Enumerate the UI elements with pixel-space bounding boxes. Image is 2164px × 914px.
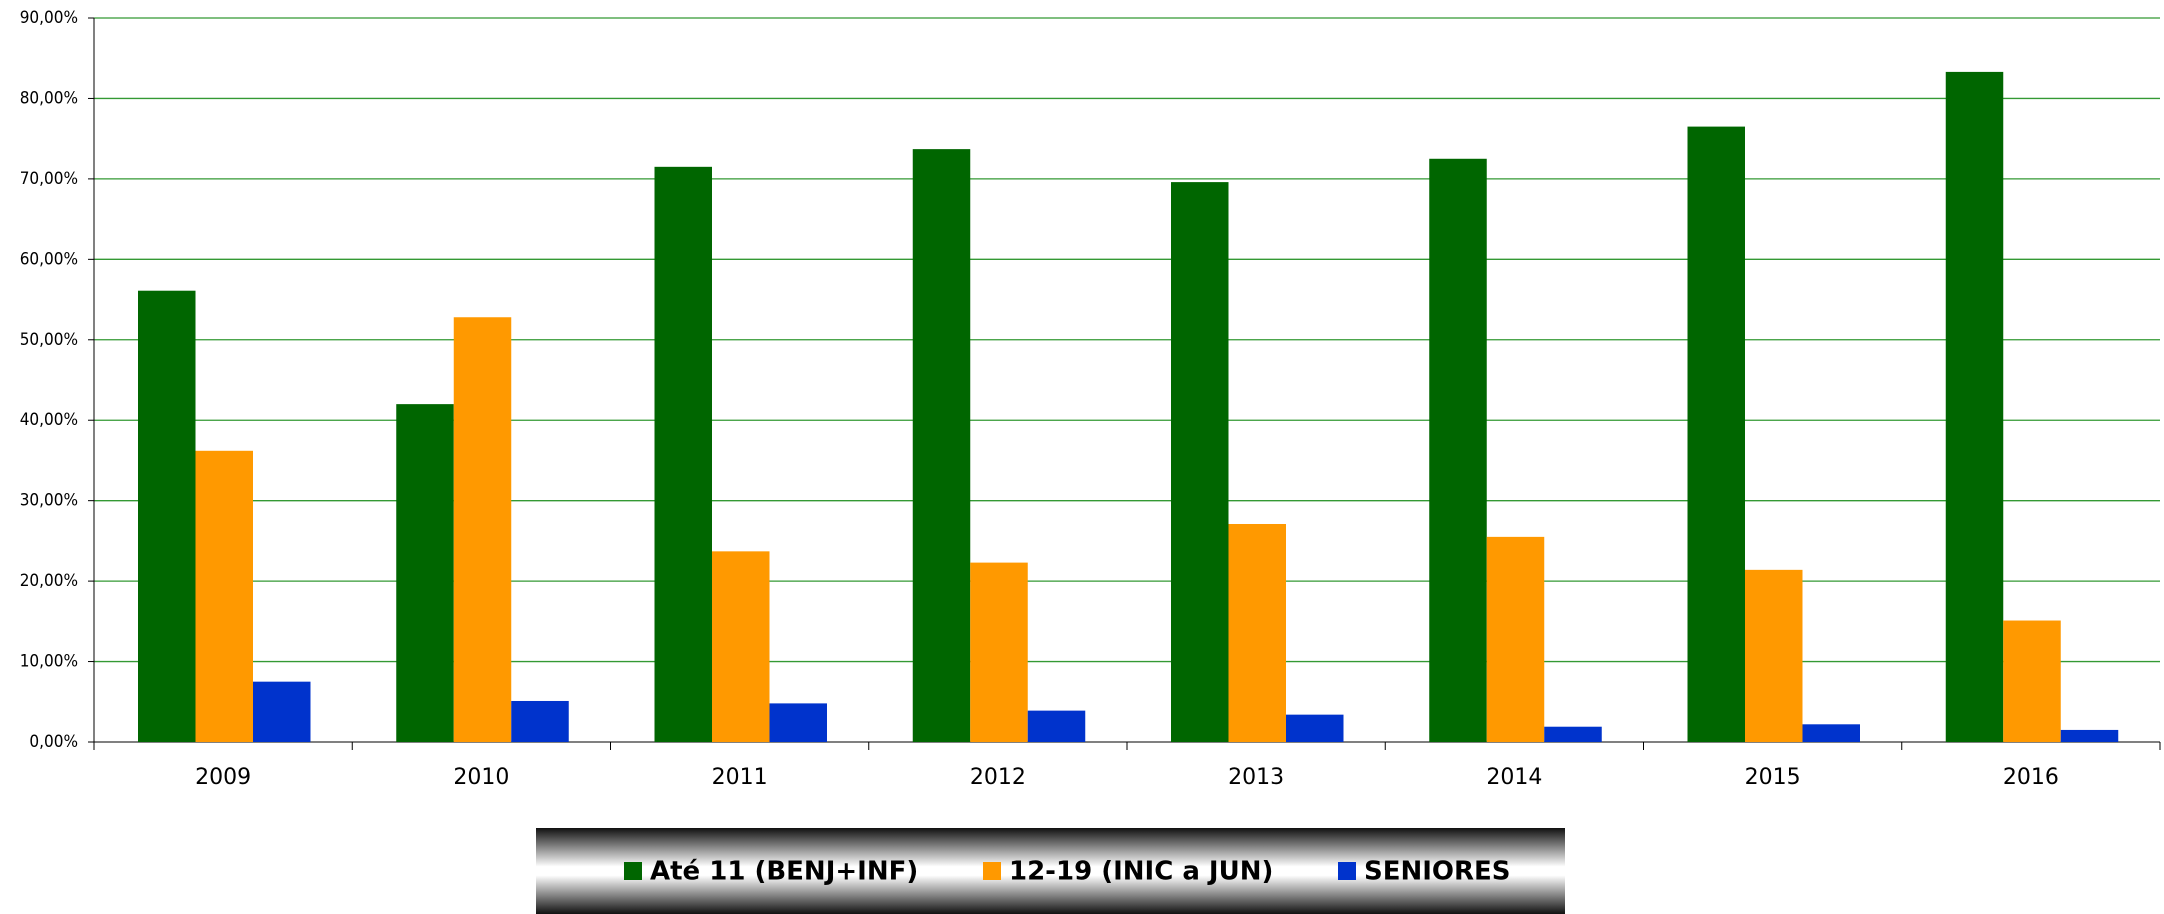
bar <box>1687 126 1745 743</box>
y-tick-label: 80,00% <box>20 88 78 108</box>
bar <box>1802 724 1860 742</box>
x-tick-label: 2010 <box>453 765 509 790</box>
y-tick-label: 40,00% <box>20 410 78 430</box>
bar <box>511 700 569 742</box>
bar <box>1945 71 2004 743</box>
bar <box>195 450 253 742</box>
legend-swatch <box>983 862 1001 880</box>
bar <box>769 703 827 742</box>
bar <box>1027 710 1086 742</box>
bar <box>2060 729 2119 742</box>
bar <box>453 317 512 742</box>
bar <box>1286 714 1344 742</box>
x-tick-label: 2015 <box>1745 765 1801 790</box>
bar <box>1745 569 1803 742</box>
bar <box>1228 523 1286 742</box>
x-tick-label: 2011 <box>712 765 768 790</box>
y-tick-label: 20,00% <box>20 571 78 591</box>
x-tick-label: 2014 <box>1486 765 1542 790</box>
legend-swatch <box>1338 862 1356 880</box>
bar <box>654 166 712 743</box>
bar <box>1171 182 1229 742</box>
bar <box>1544 726 1602 742</box>
x-tick-label: 2013 <box>1228 765 1284 790</box>
y-tick-label: 30,00% <box>20 491 78 511</box>
bar <box>1429 158 1487 742</box>
x-tick-label: 2009 <box>195 765 251 790</box>
bar <box>912 149 971 742</box>
legend-swatch <box>624 862 642 880</box>
legend-label: Até 11 (BENJ+INF) <box>650 857 918 887</box>
bar <box>253 681 311 742</box>
y-tick-label: 70,00% <box>20 169 78 189</box>
y-tick-label: 60,00% <box>20 249 78 269</box>
y-tick-label: 10,00% <box>20 652 78 672</box>
bar <box>396 404 454 742</box>
bar <box>138 290 196 742</box>
legend-box <box>536 828 1565 914</box>
x-tick-label: 2012 <box>970 765 1026 790</box>
y-tick-label: 50,00% <box>20 330 78 350</box>
x-tick-label: 2016 <box>2003 765 2059 790</box>
y-tick-label: 90,00% <box>20 8 78 28</box>
bar <box>1486 536 1545 742</box>
legend-label: 12-19 (INIC a JUN) <box>1009 857 1273 887</box>
legend-label: SENIORES <box>1364 857 1511 887</box>
bar <box>970 562 1028 742</box>
bar <box>712 551 770 742</box>
bar <box>2003 620 2061 742</box>
y-tick-label: 0,00% <box>29 732 78 752</box>
